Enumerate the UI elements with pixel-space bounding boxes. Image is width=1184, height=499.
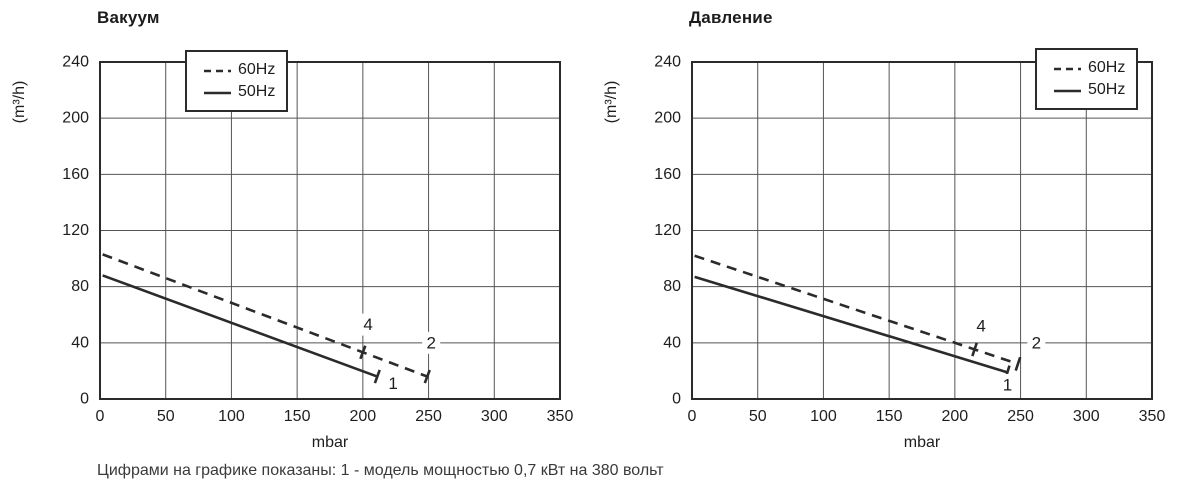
solid-line-sample-icon: [204, 83, 231, 101]
series-lines: [102, 253, 428, 378]
ytick-label: 80: [71, 278, 89, 295]
footnote-caption: Цифрами на графике показаны: 1 - модель …: [97, 462, 664, 479]
solid-line-sample-icon: [1054, 81, 1081, 99]
xtick-label: 350: [1139, 408, 1166, 425]
annotation-4: 4: [976, 316, 985, 335]
xtick-label: 350: [547, 408, 574, 425]
annotations: 4 2 1: [359, 313, 441, 395]
pressure-plot: 4 2 1 0 40 80 120 160 200 240 0 50 100 150 200 250 300 35…: [603, 54, 1165, 452]
annotation-1: 1: [1003, 375, 1012, 394]
annotation-1: 1: [388, 374, 397, 393]
ytick-label: 40: [663, 334, 681, 351]
line-markers: [359, 345, 431, 384]
series-lines: [694, 254, 1019, 374]
x-axis-label: mbar: [312, 434, 349, 451]
ytick-label: 240: [62, 54, 89, 71]
xtick-label: 50: [749, 408, 767, 425]
plot-border: [691, 61, 1153, 400]
x-axis-label: mbar: [904, 434, 941, 451]
vacuum-legend: 60Hz 50Hz: [185, 50, 288, 112]
ytick-label: 200: [62, 110, 89, 127]
marker-endcap: [1014, 356, 1022, 371]
ytick-label: 80: [663, 278, 681, 295]
legend-label: 50Hz: [1088, 81, 1126, 98]
dashed-line-sample-icon: [1054, 59, 1081, 77]
legend-item-60Hz: 60Hz: [204, 59, 286, 81]
xtick-label: 200: [942, 408, 969, 425]
xtick-label: 0: [688, 408, 697, 425]
vacuum-chart: Вакуум 4 2 1 0 40 80 120 160 200 240 0 50 100 150 200 2…: [0, 0, 592, 460]
ytick-label: 0: [672, 391, 681, 408]
ytick-label: 240: [654, 54, 681, 71]
xtick-label: 250: [415, 408, 442, 425]
marker-tick: [359, 345, 367, 360]
charts-row: Вакуум 4 2 1 0 40 80 120 160 200 240 0 50 100 150 200 2…: [0, 0, 1184, 460]
plot-border: [99, 61, 561, 400]
series-60Hz: [694, 254, 1019, 366]
pressure-legend: 60Hz 50Hz: [1035, 48, 1138, 110]
legend-item-50Hz: 50Hz: [1054, 79, 1136, 101]
xtick-label: 150: [284, 408, 311, 425]
xtick-label: 150: [876, 408, 903, 425]
series-50Hz: [102, 274, 378, 378]
ytick-label: 40: [71, 334, 89, 351]
vacuum-plot: 4 2 1 0 40 80 120 160 200 240 0 50 100 150 200 250 300 35…: [11, 54, 573, 452]
ytick-label: 200: [654, 110, 681, 127]
pressure-chart: Давление 4 2 1 0 40 80 120 160 200 240 0 50 100 150 20…: [592, 0, 1184, 460]
y-axis-label: (m³/h): [11, 81, 28, 124]
ytick-label: 120: [62, 222, 89, 239]
legend-label: 50Hz: [238, 83, 276, 100]
xtick-label: 300: [481, 408, 508, 425]
legend-label: 60Hz: [1088, 59, 1126, 76]
ytick-label: 160: [62, 166, 89, 183]
y-axis-label: (m³/h): [603, 81, 620, 124]
marker-endcap: [423, 369, 431, 384]
xtick-label: 50: [157, 408, 175, 425]
marker-tick: [971, 342, 979, 357]
gridlines: [692, 62, 1152, 399]
pressure-chart-title: Давление: [689, 8, 773, 27]
legend-item-50Hz: 50Hz: [204, 81, 286, 103]
annotation-2: 2: [1032, 333, 1041, 352]
tick-labels: 0 40 80 120 160 200 240 0 50 100 150 200 250 300 350: [654, 54, 1165, 426]
xtick-label: 250: [1007, 408, 1034, 425]
legend-item-60Hz: 60Hz: [1054, 57, 1136, 79]
legend-label: 60Hz: [238, 61, 276, 78]
line-markers: [971, 342, 1022, 380]
annotation-4: 4: [363, 315, 372, 334]
xtick-label: 0: [96, 408, 105, 425]
gridlines: [100, 62, 560, 399]
annotations: 4 2 1: [972, 314, 1046, 396]
series-50Hz: [694, 275, 1008, 374]
xtick-label: 200: [350, 408, 377, 425]
dashed-line-sample-icon: [204, 61, 231, 79]
ytick-label: 0: [80, 391, 89, 408]
vacuum-chart-title: Вакуум: [97, 8, 160, 27]
tick-labels: 0 40 80 120 160 200 240 0 50 100 150 200 250 300 350: [62, 54, 573, 426]
ytick-label: 160: [654, 166, 681, 183]
marker-endcap: [373, 369, 381, 384]
annotation-2: 2: [426, 333, 435, 352]
xtick-label: 100: [810, 408, 837, 425]
ytick-label: 120: [654, 222, 681, 239]
xtick-label: 300: [1073, 408, 1100, 425]
xtick-label: 100: [218, 408, 245, 425]
series-60Hz: [102, 253, 428, 378]
